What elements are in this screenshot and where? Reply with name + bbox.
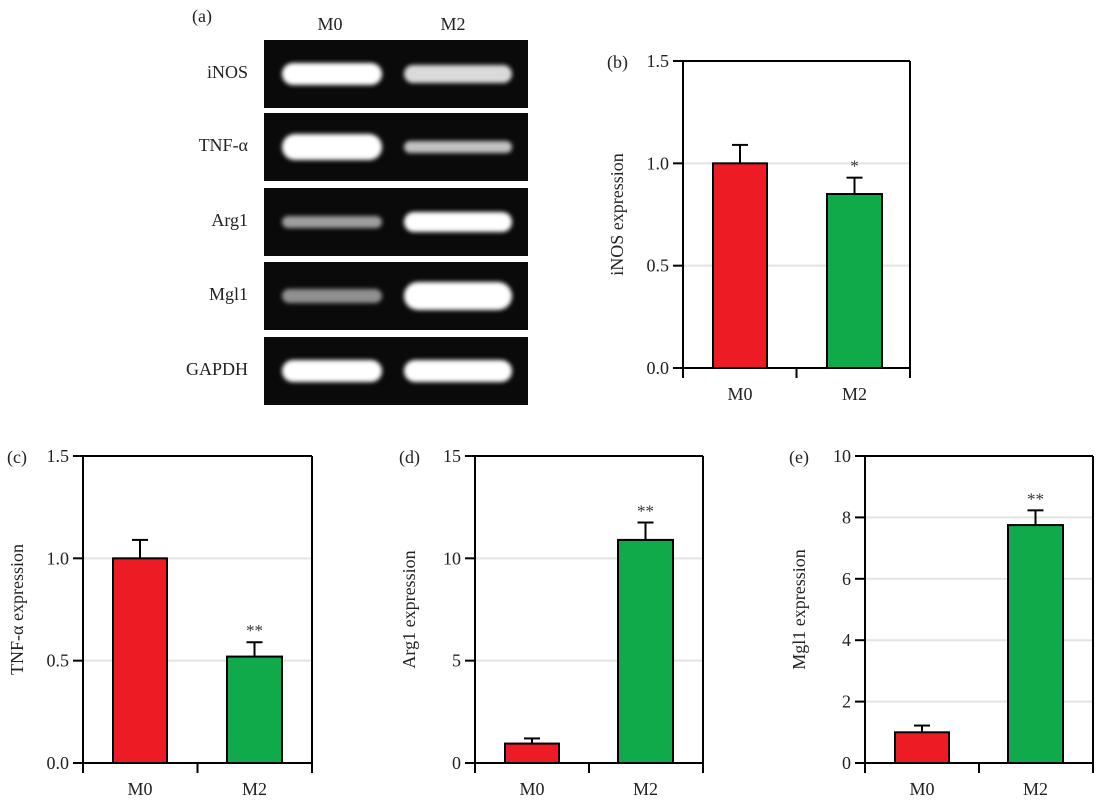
y-axis-title: Mgl1 expression: [789, 549, 809, 670]
bar-m2: [617, 538, 674, 764]
y-tick-label: 2: [842, 692, 851, 712]
y-tick-label: 1.0: [647, 153, 670, 173]
y-tick-label: 8: [842, 507, 851, 527]
band-m2: [404, 141, 512, 153]
y-tick-label: 0.0: [47, 753, 70, 773]
significance-marker: *: [850, 157, 859, 176]
gel-strip: [264, 337, 528, 405]
x-tick-label: M0: [519, 779, 544, 799]
panel-a-letter: (a): [192, 6, 212, 26]
gel-strip: [264, 113, 528, 181]
band-m2: [404, 282, 512, 310]
panel-letter: (c): [7, 447, 27, 468]
significance-marker: **: [637, 502, 654, 521]
significance-marker: **: [1027, 489, 1044, 508]
y-tick-label: 6: [842, 569, 851, 589]
band-m0: [282, 360, 382, 382]
band-m0: [282, 63, 382, 85]
x-tick-label: M2: [633, 779, 658, 799]
y-tick-label: 1.0: [47, 548, 70, 568]
band-m2: [404, 65, 512, 83]
y-tick-label: 0.5: [47, 651, 70, 671]
y-tick-label: 1.5: [647, 51, 670, 71]
y-tick-label: 4: [842, 630, 851, 650]
panel-letter: (e): [789, 447, 809, 468]
y-axis-title: TNF-α expression: [7, 544, 27, 675]
lane-label-m0: M0: [317, 14, 343, 34]
bar-m0: [504, 742, 560, 764]
panel-letter: (d): [399, 447, 420, 468]
panel-letter: (b): [607, 52, 628, 73]
bar-m0: [112, 557, 168, 764]
band-m0: [282, 216, 382, 228]
y-tick-label: 10: [833, 446, 851, 466]
y-tick-label: 0: [842, 753, 851, 773]
x-tick-label: M2: [842, 384, 867, 404]
bar-m2: [226, 655, 283, 764]
y-tick-label: 1.5: [47, 446, 70, 466]
y-tick-label: 5: [452, 651, 461, 671]
gel-row-label: iNOS: [206, 62, 248, 82]
gel-strip: [264, 188, 528, 256]
x-tick-label: M0: [909, 779, 934, 799]
gel-row-label: GAPDH: [185, 359, 248, 379]
band-m0: [282, 134, 382, 160]
y-tick-label: 0.0: [647, 358, 670, 378]
gel-strip: [264, 262, 528, 330]
bar-m0: [712, 162, 768, 369]
y-axis-title: iNOS expression: [607, 153, 627, 276]
bar-m2: [1007, 524, 1064, 765]
band-m2: [404, 360, 512, 382]
band-m0: [282, 289, 382, 303]
gel-row-label: TNF-α: [198, 135, 248, 155]
y-tick-label: 15: [443, 446, 461, 466]
x-tick-label: M2: [242, 779, 267, 799]
y-tick-label: 10: [443, 548, 461, 568]
y-axis-title: Arg1 expression: [399, 550, 419, 668]
bar-m0: [894, 731, 950, 764]
x-tick-label: M2: [1023, 779, 1048, 799]
gel-strip: [264, 40, 528, 108]
gel-row-label: Mgl1: [208, 284, 248, 304]
significance-marker: **: [246, 621, 263, 640]
y-tick-label: 0.5: [647, 256, 670, 276]
x-tick-label: M0: [727, 384, 752, 404]
band-m2: [404, 212, 512, 232]
gel-row-label: Arg1: [211, 210, 248, 230]
lane-label-m2: M2: [440, 14, 466, 34]
y-tick-label: 0: [452, 753, 461, 773]
bar-m2: [826, 193, 883, 369]
x-tick-label: M0: [127, 779, 152, 799]
